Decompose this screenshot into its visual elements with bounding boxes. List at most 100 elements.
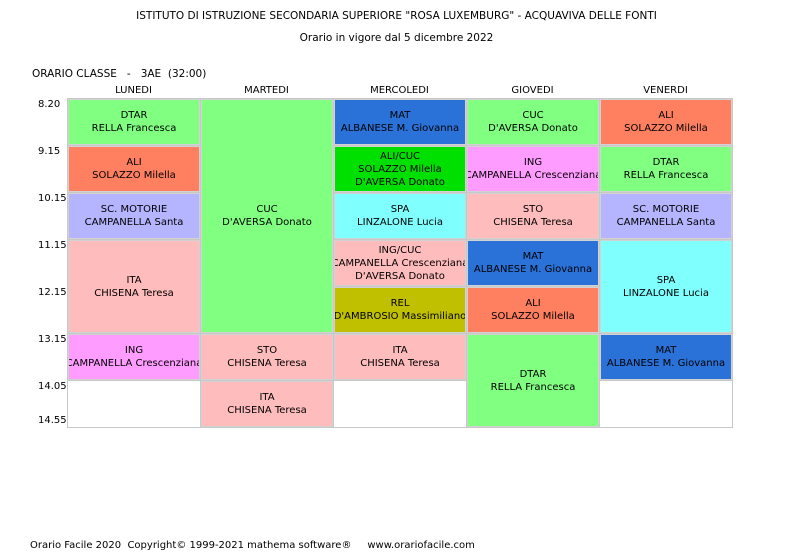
- grid-hline: [67, 427, 733, 428]
- lesson-teacher: SOLAZZO Milella: [358, 163, 442, 175]
- grid-vline: [67, 98, 68, 427]
- lesson-cell[interactable]: ING CAMPANELLA Crescenziana: [467, 146, 599, 192]
- grid-vline: [599, 98, 600, 427]
- lesson-subject: ALI: [126, 157, 142, 168]
- day-header-lunedi: LUNEDI: [115, 85, 152, 96]
- lesson-teacher: LINZALONE Lucia: [357, 217, 443, 228]
- day-header-mercoledi: MERCOLEDI: [370, 85, 429, 96]
- lesson-subject: SC. MOTORIE: [632, 204, 700, 215]
- lesson-teacher: CHISENA Teresa: [227, 358, 307, 369]
- lesson-cell[interactable]: SC. MOTORIE CAMPANELLA Santa: [68, 193, 200, 239]
- lesson-teacher: CAMPANELLA Santa: [84, 217, 184, 228]
- lesson-subject: STO: [256, 345, 278, 356]
- lesson-teacher: CAMPANELLA Santa: [616, 217, 716, 228]
- lesson-teacher: CHISENA Teresa: [94, 287, 174, 299]
- time-label: 13.15: [38, 334, 67, 345]
- lesson-teacher: CAMPANELLA Crescenziana: [334, 257, 466, 269]
- grid-vline: [466, 98, 467, 427]
- time-label: 14.05: [38, 381, 67, 392]
- time-label: 9.15: [38, 146, 61, 157]
- lesson-cell[interactable]: ALI SOLAZZO Milella: [600, 99, 732, 145]
- lesson-teacher: D'AMBROSIO Massimiliano: [334, 311, 466, 322]
- lesson-teacher: CAMPANELLA Crescenziana: [467, 170, 599, 181]
- time-label: 12.15: [38, 287, 67, 298]
- lesson-cell[interactable]: CUC D'AVERSA Donato: [467, 99, 599, 145]
- day-header-martedi: MARTEDI: [244, 85, 289, 96]
- lesson-subject: STO: [522, 204, 544, 215]
- grid-hline: [67, 286, 733, 287]
- lesson-subject: ALI/CUC: [379, 150, 420, 162]
- lesson-cell[interactable]: MAT ALBANESE M. Giovanna: [600, 334, 732, 380]
- lesson-teacher: D'AVERSA Donato: [355, 176, 445, 188]
- grid-hline: [67, 145, 733, 146]
- lesson-teacher: D'AVERSA Donato: [355, 270, 445, 282]
- lesson-cell[interactable]: SPA LINZALONE Lucia: [334, 193, 466, 239]
- lesson-subject: DTAR: [120, 110, 148, 121]
- lesson-teacher: RELLA Francesca: [623, 170, 709, 181]
- footer-copyright: Orario Facile 2020 Copyright© 1999-2021 …: [30, 540, 475, 551]
- lesson-teacher: RELLA Francesca: [490, 381, 576, 393]
- lesson-subject: ING: [124, 345, 144, 356]
- lesson-subject: SPA: [390, 204, 410, 215]
- lesson-teacher: D'AVERSA Donato: [488, 123, 578, 134]
- lesson-subject: ING/CUC: [378, 244, 422, 256]
- lesson-cell[interactable]: ITA CHISENA Teresa: [68, 240, 200, 333]
- lesson-teacher: D'AVERSA Donato: [222, 217, 312, 228]
- time-label: 14.55: [38, 415, 67, 426]
- lesson-cell[interactable]: DTAR RELLA Francesca: [467, 334, 599, 427]
- lesson-subject: ALI: [525, 298, 541, 309]
- grid-hline: [67, 380, 733, 381]
- lesson-subject: ITA: [392, 345, 408, 356]
- lesson-teacher: CHISENA Teresa: [227, 405, 307, 416]
- grid-hline: [67, 239, 733, 240]
- lesson-teacher: SOLAZZO Milella: [92, 170, 176, 181]
- lesson-teacher: ALBANESE M. Giovanna: [340, 123, 460, 134]
- lesson-subject: MAT: [655, 345, 677, 356]
- lesson-cell[interactable]: ING/CUC CAMPANELLA Crescenziana D'AVERSA D…: [334, 240, 466, 286]
- lesson-teacher: SOLAZZO Milella: [624, 123, 708, 134]
- lesson-cell[interactable]: ALI/CUC SOLAZZO Milella D'AVERSA Donato: [334, 146, 466, 192]
- grid-hline: [67, 98, 733, 99]
- lesson-cell[interactable]: ALI SOLAZZO Milella: [68, 146, 200, 192]
- lesson-cell[interactable]: REL D'AMBROSIO Massimiliano: [334, 287, 466, 333]
- time-label: 8.20: [38, 99, 61, 110]
- lesson-subject: ITA: [259, 392, 275, 403]
- time-label: 11.15: [38, 240, 67, 251]
- lesson-teacher: CHISENA Teresa: [493, 217, 573, 228]
- lesson-teacher: CHISENA Teresa: [360, 358, 440, 369]
- lesson-subject: DTAR: [519, 368, 547, 380]
- lesson-subject: MAT: [389, 110, 411, 121]
- lesson-cell[interactable]: DTAR RELLA Francesca: [600, 146, 732, 192]
- class-label: ORARIO CLASSE - 3AE (32:00): [32, 68, 207, 80]
- lesson-teacher: ALBANESE M. Giovanna: [473, 264, 593, 275]
- lesson-subject: MAT: [522, 251, 544, 262]
- lesson-subject: CUC: [256, 204, 278, 215]
- lesson-cell[interactable]: ITA CHISENA Teresa: [334, 334, 466, 380]
- lesson-cell[interactable]: SC. MOTORIE CAMPANELLA Santa: [600, 193, 732, 239]
- lesson-cell[interactable]: ITA CHISENA Teresa: [201, 381, 333, 427]
- lesson-cell[interactable]: CUC D'AVERSA Donato: [201, 99, 333, 333]
- day-header-giovedi: GIOVEDI: [511, 85, 554, 96]
- lesson-subject: DTAR: [652, 157, 680, 168]
- lesson-cell[interactable]: DTAR RELLA Francesca: [68, 99, 200, 145]
- grid-vline: [333, 98, 334, 427]
- lesson-cell[interactable]: ALI SOLAZZO Milella: [467, 287, 599, 333]
- grid-vline: [732, 98, 733, 427]
- lesson-teacher: RELLA Francesca: [91, 123, 177, 134]
- lesson-cell[interactable]: ING CAMPANELLA Crescenziana: [68, 334, 200, 380]
- lesson-cell[interactable]: STO CHISENA Teresa: [467, 193, 599, 239]
- lesson-subject: SPA: [656, 274, 676, 286]
- grid-hline: [67, 333, 733, 334]
- lesson-cell[interactable]: MAT ALBANESE M. Giovanna: [334, 99, 466, 145]
- lesson-teacher: CAMPANELLA Crescenziana: [68, 358, 200, 369]
- day-header-venerdi: VENERDI: [643, 85, 688, 96]
- grid-vline: [200, 98, 201, 427]
- lesson-subject: ALI: [658, 110, 674, 121]
- validity-subtitle: Orario in vigore dal 5 dicembre 2022: [299, 32, 494, 44]
- lesson-cell[interactable]: SPA LINZALONE Lucia: [600, 240, 732, 333]
- lesson-cell[interactable]: MAT ALBANESE M. Giovanna: [467, 240, 599, 286]
- lesson-subject: CUC: [522, 110, 544, 121]
- lesson-cell[interactable]: STO CHISENA Teresa: [201, 334, 333, 380]
- lesson-teacher: LINZALONE Lucia: [623, 287, 709, 299]
- lesson-teacher: SOLAZZO Milella: [491, 311, 575, 322]
